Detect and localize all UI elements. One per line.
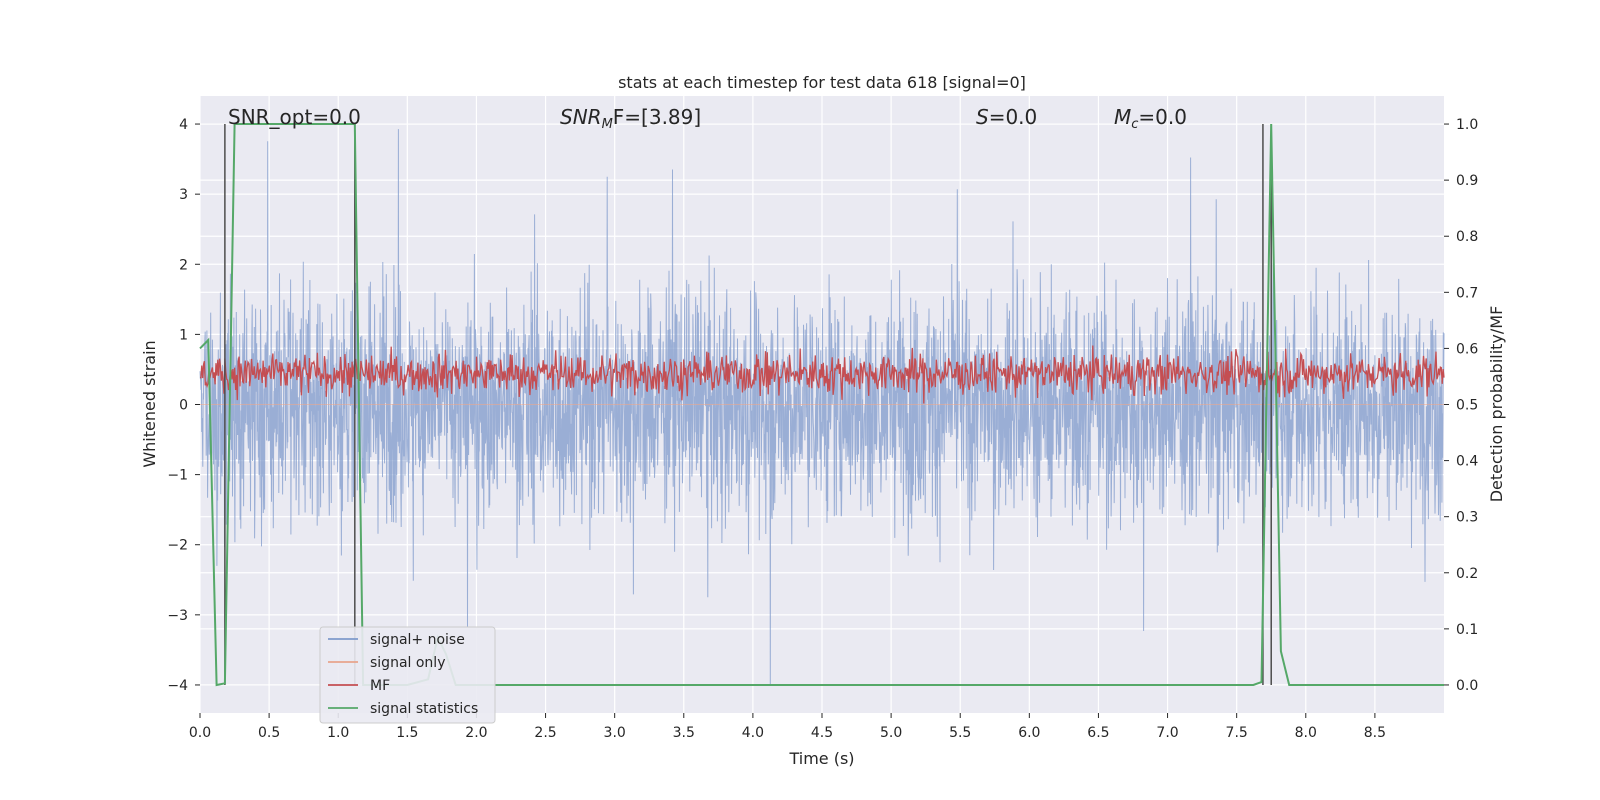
y-right-tick-label: 0.3 (1456, 510, 1478, 526)
x-tick-label: 8.5 (1364, 725, 1386, 741)
snr-mf-value: F=[3.89] (613, 105, 701, 129)
x-tick-label: 3.0 (604, 725, 626, 741)
x-tick-label: 7.0 (1156, 725, 1178, 741)
y-left-tick-label: −3 (167, 608, 188, 624)
mc-value: =0.0 (1138, 105, 1187, 129)
mf-line (199, 345, 1445, 404)
annotation-mc: Mc=0.0 (1114, 105, 1187, 132)
x-tick-label: 4.5 (811, 725, 833, 741)
signal-noise-line (199, 129, 1445, 686)
mc-symbol: M (1114, 105, 1131, 129)
x-tick-label: 6.0 (1018, 725, 1040, 741)
x-axis-ticks: 0.0 0.5 1.0 1.5 2.0 2.5 3.0 3.5 4.0 4.5 5.0 5.5 6.0 6… (189, 713, 1386, 741)
y-right-tick-label: 0.4 (1456, 454, 1478, 470)
x-tick-label: 3.5 (673, 725, 695, 741)
x-tick-label: 2.5 (534, 725, 556, 741)
x-tick-label: 7.5 (1226, 725, 1248, 741)
x-axis-label: Time (s) (788, 749, 854, 768)
x-tick-label: 5.0 (880, 725, 902, 741)
y-left-tick-label: 3 (179, 187, 188, 203)
y-left-tick-label: 4 (179, 117, 188, 133)
y-right-tick-label: 0.0 (1456, 678, 1478, 694)
legend-label-signal-only: signal only (370, 655, 445, 671)
x-tick-label: 5.5 (949, 725, 971, 741)
mc-subscript: c (1131, 117, 1138, 132)
series-signal-noise (199, 129, 1445, 686)
x-tick-label: 0.5 (258, 725, 280, 741)
legend-label-signal-statistics: signal statistics (370, 701, 478, 717)
y-left-tick-label: −1 (167, 468, 188, 484)
y-right-tick-label: 1.0 (1456, 117, 1478, 133)
y-left-tick-label: 2 (179, 257, 188, 273)
y-left-tick-label: 0 (179, 398, 188, 414)
annotation-snr-opt: SNR_opt=0.0 (228, 105, 361, 129)
snr-mf-subscript: M (602, 117, 613, 132)
y-right-tick-label: 0.8 (1456, 229, 1478, 245)
x-tick-label: 0.0 (189, 725, 211, 741)
x-tick-label: 2.0 (465, 725, 487, 741)
legend-label-mf: MF (370, 678, 390, 694)
legend-label-signal-noise: signal+ noise (370, 632, 465, 648)
annotation-s: S=0.0 (976, 105, 1037, 129)
s-value: =0.0 (989, 105, 1038, 129)
y-axis-left-label: Whitened strain (140, 340, 159, 467)
y-right-tick-label: 0.9 (1456, 173, 1478, 189)
y-right-tick-label: 0.5 (1456, 398, 1478, 414)
y-left-tick-label: −4 (167, 678, 188, 694)
y-right-tick-label: 0.7 (1456, 285, 1478, 301)
legend-box (319, 626, 496, 724)
x-tick-label: 4.0 (742, 725, 764, 741)
x-tick-label: 6.5 (1087, 725, 1109, 741)
y-left-tick-label: −2 (167, 538, 188, 554)
chart-title: stats at each timestep for test data 618… (618, 73, 1026, 92)
snr-mf-symbol: SNR (560, 105, 602, 129)
annotation-snr-mf: SNRMF=[3.89] (560, 105, 701, 132)
x-tick-label: 8.0 (1295, 725, 1317, 741)
x-tick-label: 1.5 (396, 725, 418, 741)
series-mf (199, 345, 1445, 404)
y-axis-right-ticks: 1.0 0.9 0.8 0.7 0.6 0.5 0.4 0.3 0.2 0.1 0.0 (1444, 117, 1478, 694)
y-right-tick-label: 0.6 (1456, 341, 1478, 357)
legend: signal+ noise signal only MF signal stat… (319, 626, 496, 724)
y-left-tick-label: 1 (179, 327, 188, 343)
y-right-tick-label: 0.1 (1456, 622, 1478, 638)
y-right-tick-label: 0.2 (1456, 566, 1478, 582)
y-axis-right-label: Detection probability/MF (1487, 306, 1506, 503)
y-axis-left-ticks: 4 3 2 1 0 −1 −2 −3 −4 (167, 117, 200, 694)
x-tick-label: 1.0 (327, 725, 349, 741)
s-symbol: S (976, 105, 989, 129)
